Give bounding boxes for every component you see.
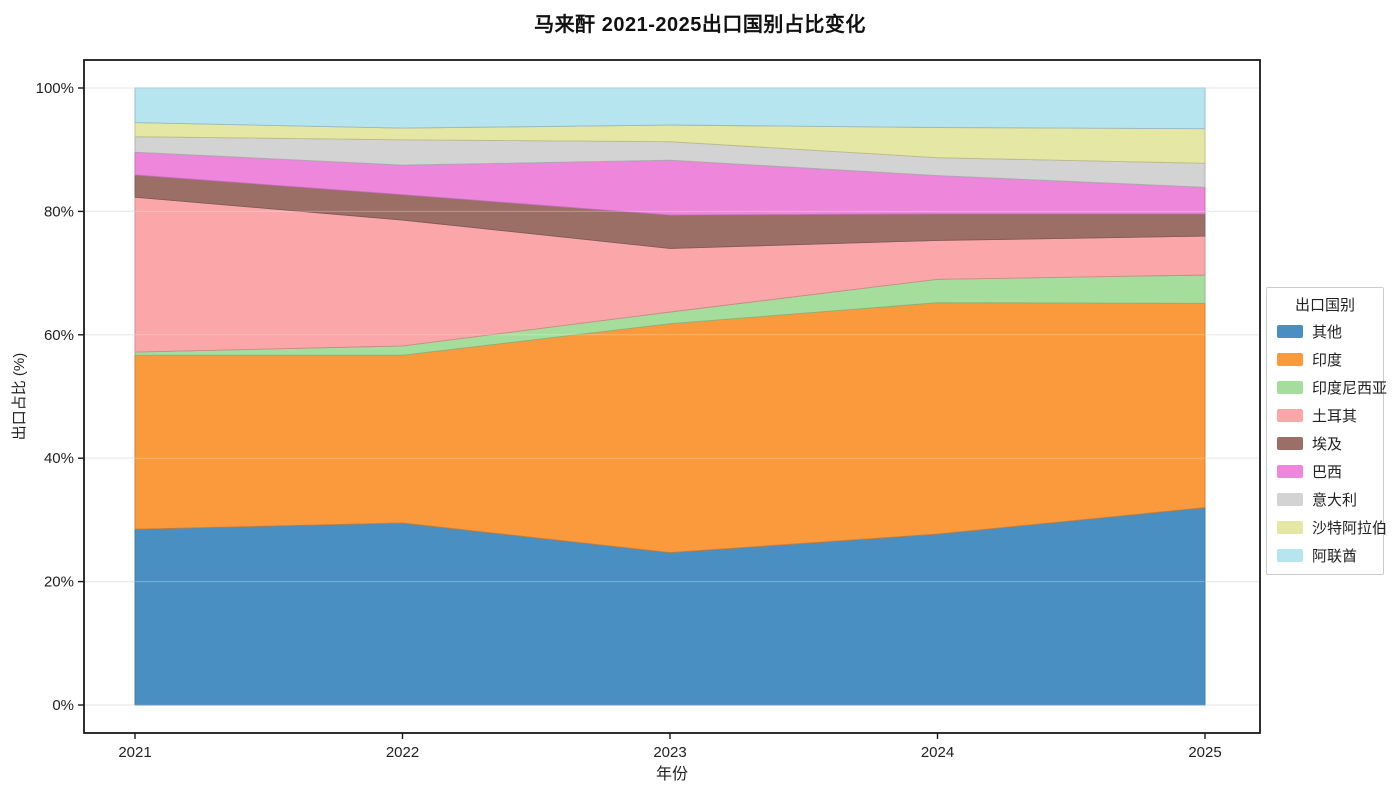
legend-item: 土耳其 [1277,405,1375,426]
legend-swatch-icon [1277,381,1303,394]
legend-swatch-icon [1277,353,1303,366]
legend-title: 出口国别 [1294,297,1355,314]
x-tick-label: 2024 [921,744,954,761]
legend-item: 阿联酋 [1277,545,1375,566]
x-tick-label: 2022 [386,744,419,761]
legend-item: 沙特阿拉伯 [1277,517,1387,538]
x-axis-label: 年份 [656,765,688,783]
x-tick-label: 2025 [1188,744,1221,761]
legend-label: 沙特阿拉伯 [1312,520,1388,537]
legend-label: 土耳其 [1312,408,1358,425]
legend-label: 巴西 [1312,464,1343,481]
chart-title: 马来酐 2021-2025出口国别占比变化 [534,14,866,36]
y-tick-label: 20% [44,574,74,591]
legend-label: 阿联酋 [1312,548,1358,565]
axes-spines [83,59,1261,734]
legend-label: 印度尼西亚 [1312,380,1388,397]
legend-items: 其他印度印度尼西亚土耳其埃及巴西意大利沙特阿拉伯阿联酋 [1275,321,1387,566]
y-tick-label: 80% [44,203,74,220]
y-tick-label: 0% [52,697,74,714]
legend-item: 印度 [1277,349,1375,370]
legend-swatch-icon [1277,437,1303,450]
legend-swatch-icon [1277,465,1303,478]
y-tick-label: 40% [44,450,74,467]
legend-item: 埃及 [1277,433,1375,454]
legend-item: 印度尼西亚 [1277,377,1387,398]
legend-label: 印度 [1312,352,1343,369]
y-tick-label: 100% [36,80,74,97]
legend-item: 巴西 [1277,461,1375,482]
legend-swatch-icon [1277,493,1303,506]
y-axis-label: 出口占比 (%) [11,353,28,441]
legend-swatch-icon [1277,325,1303,338]
area-band-阿联酋 [134,87,1206,130]
legend-item: 意大利 [1277,489,1375,510]
legend-swatch-icon [1277,409,1303,422]
y-tick-label: 60% [44,327,74,344]
legend-label: 埃及 [1312,436,1343,453]
legend-label: 意大利 [1312,492,1358,509]
x-tick-label: 2023 [653,744,686,761]
x-tick-label: 2021 [118,744,151,761]
legend-swatch-icon [1277,549,1303,562]
legend-item: 其他 [1277,321,1375,342]
legend-swatch-icon [1277,521,1303,534]
legend-label: 其他 [1312,324,1343,341]
legend: 出口国别 其他印度印度尼西亚土耳其埃及巴西意大利沙特阿拉伯阿联酋 [1266,287,1387,575]
